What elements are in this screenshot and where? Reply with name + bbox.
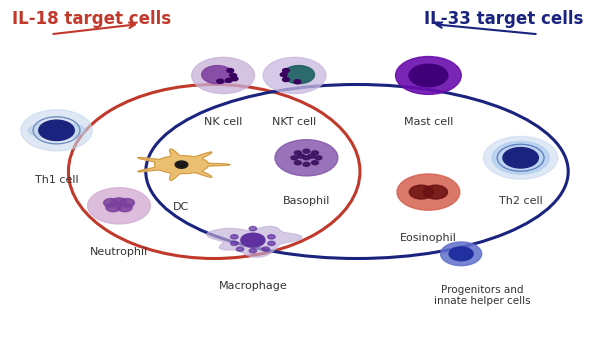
Circle shape [226, 79, 232, 82]
Circle shape [231, 235, 238, 239]
Circle shape [217, 79, 224, 83]
Circle shape [440, 242, 482, 266]
Circle shape [312, 151, 318, 155]
Text: NK cell: NK cell [204, 117, 242, 127]
Circle shape [231, 241, 238, 246]
Circle shape [315, 156, 322, 160]
Circle shape [39, 120, 74, 141]
Text: IL-18 target cells: IL-18 target cells [12, 10, 171, 28]
Circle shape [396, 57, 461, 94]
Circle shape [295, 151, 301, 155]
Circle shape [104, 199, 118, 207]
Circle shape [298, 154, 305, 158]
Ellipse shape [28, 122, 85, 139]
Text: Progenitors and
innate helper cells: Progenitors and innate helper cells [434, 285, 530, 306]
Circle shape [21, 110, 92, 151]
Circle shape [87, 188, 151, 224]
Circle shape [283, 78, 289, 82]
Circle shape [175, 161, 188, 168]
Circle shape [424, 185, 447, 199]
Circle shape [283, 69, 289, 72]
Text: Macrophage: Macrophage [218, 281, 287, 291]
Circle shape [503, 147, 538, 168]
Circle shape [484, 137, 558, 179]
Circle shape [249, 249, 256, 253]
Text: Th1 cell: Th1 cell [35, 175, 79, 185]
Text: Mast cell: Mast cell [404, 117, 453, 127]
Polygon shape [138, 149, 230, 180]
Circle shape [192, 57, 255, 94]
Circle shape [106, 203, 121, 212]
Circle shape [283, 66, 315, 84]
Text: Basophil: Basophil [283, 196, 330, 205]
Circle shape [312, 161, 318, 165]
Circle shape [231, 77, 238, 81]
Circle shape [294, 80, 301, 84]
Circle shape [249, 226, 256, 231]
Circle shape [409, 185, 433, 199]
Text: NKT cell: NKT cell [273, 117, 317, 127]
Circle shape [202, 66, 233, 84]
Text: DC: DC [173, 202, 190, 212]
Circle shape [268, 235, 275, 239]
Circle shape [263, 57, 326, 94]
Polygon shape [206, 226, 302, 257]
Circle shape [262, 247, 270, 251]
Circle shape [303, 149, 310, 153]
Circle shape [236, 247, 244, 251]
Circle shape [308, 154, 315, 158]
Circle shape [120, 199, 134, 207]
Text: Eosinophil: Eosinophil [400, 233, 457, 243]
Circle shape [112, 198, 126, 206]
Circle shape [409, 64, 448, 87]
Circle shape [303, 162, 310, 166]
Circle shape [241, 233, 265, 247]
Circle shape [268, 241, 275, 246]
Circle shape [397, 174, 460, 210]
Circle shape [275, 140, 338, 176]
Circle shape [492, 141, 549, 174]
Text: IL-33 target cells: IL-33 target cells [424, 10, 583, 28]
Circle shape [117, 203, 132, 212]
Circle shape [449, 247, 473, 261]
Circle shape [291, 156, 298, 160]
Circle shape [280, 73, 287, 76]
Circle shape [303, 156, 310, 160]
Text: Th2 cell: Th2 cell [499, 196, 543, 205]
Circle shape [227, 69, 234, 72]
Text: Neutrophil: Neutrophil [90, 247, 148, 257]
Circle shape [230, 73, 237, 78]
Circle shape [295, 161, 301, 165]
